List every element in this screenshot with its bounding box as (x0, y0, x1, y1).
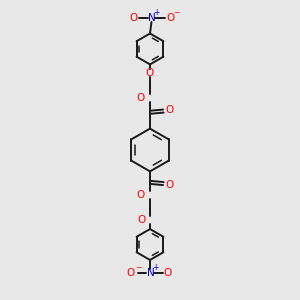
Text: O: O (166, 13, 174, 23)
Text: −: − (174, 8, 180, 17)
Text: O: O (136, 93, 145, 103)
Text: O: O (165, 180, 173, 190)
Text: N: N (147, 268, 154, 278)
Text: O: O (130, 13, 138, 23)
Text: O: O (165, 105, 173, 115)
Text: O: O (136, 190, 145, 200)
Text: O: O (146, 68, 154, 78)
Text: −: − (135, 263, 141, 272)
Text: +: + (153, 8, 159, 17)
Text: O: O (127, 268, 135, 278)
Text: N: N (148, 13, 155, 23)
Text: O: O (137, 215, 145, 225)
Text: O: O (164, 268, 172, 278)
Text: +: + (152, 263, 158, 272)
